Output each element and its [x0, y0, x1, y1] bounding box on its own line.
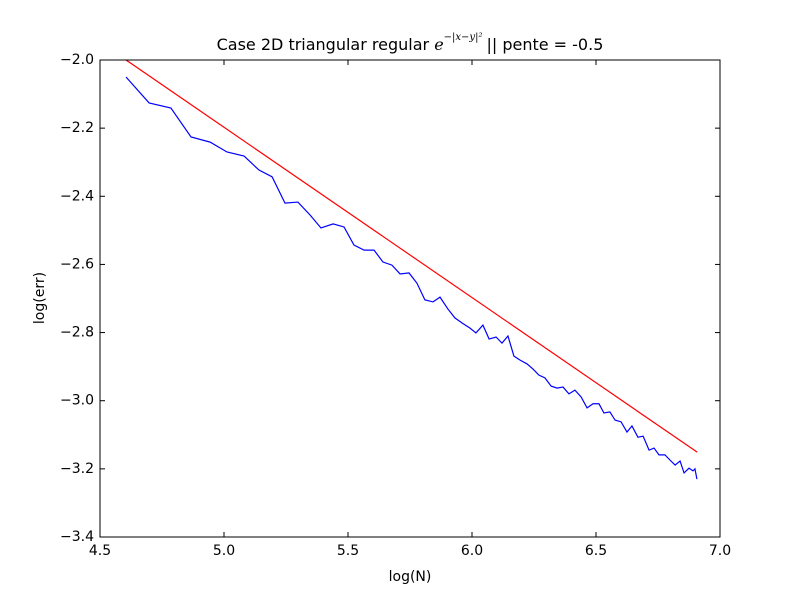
data-line	[125, 76, 698, 480]
x-tick-label: 4.5	[89, 543, 111, 559]
title-text: Case 2D triangular regular	[217, 35, 430, 54]
data-line	[125, 59, 698, 453]
y-tick-label: −2.0	[60, 52, 94, 68]
title-math-base: e	[434, 35, 443, 54]
y-tick-label: −2.2	[60, 120, 94, 136]
y-tick-label: −2.6	[60, 256, 94, 272]
x-tick-label: 6.5	[585, 543, 607, 559]
y-tick-label: −3.2	[60, 461, 94, 477]
y-tick-label: −2.4	[60, 188, 94, 204]
x-tick-label: 5.0	[213, 543, 235, 559]
y-tick-label: −3.0	[60, 393, 94, 409]
chart-title: Case 2D triangular regular e−|x−y|² || pe…	[217, 32, 604, 54]
y-axis-label: log(err)	[32, 272, 48, 324]
x-axis-label: log(N)	[389, 569, 432, 585]
title-math-exponent: −|x−y|²	[444, 32, 483, 43]
x-tick-label: 7.0	[709, 543, 731, 559]
x-tick-label: 6.0	[461, 543, 483, 559]
y-tick-label: −2.8	[60, 325, 94, 341]
x-tick-label: 5.5	[337, 543, 359, 559]
y-tick-label: −3.4	[60, 529, 94, 545]
title-suffix: || pente = -0.5	[486, 35, 603, 54]
plot-frame	[99, 59, 721, 538]
